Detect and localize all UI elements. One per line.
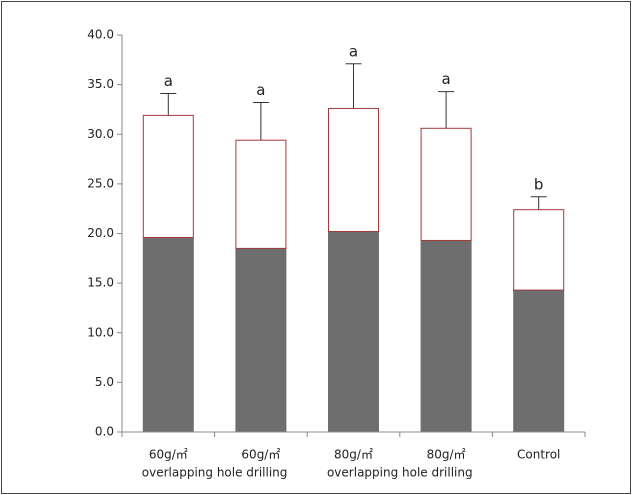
y-tick-label: 5.0: [95, 375, 114, 389]
significance-letter: a: [349, 42, 358, 60]
y-tick-label: 25.0: [87, 176, 114, 190]
bar-segment: [327, 231, 380, 433]
bar-segment: [513, 289, 565, 433]
significance-letter: a: [441, 70, 450, 88]
x-tick-label: 80g/㎡: [334, 448, 373, 462]
x-tick-label: 60g/㎡: [149, 448, 188, 462]
y-tick-label: 20.0: [87, 226, 114, 240]
bar-segment: [420, 127, 472, 241]
bar-segment: [142, 236, 194, 433]
x-tick-label: 60g/㎡: [241, 448, 280, 462]
bar-segment: [420, 239, 472, 433]
x-tick-label: Control: [517, 448, 560, 462]
y-tick-label: 30.0: [87, 127, 114, 141]
bar-segment: [327, 107, 380, 233]
y-tick-label: 40.0: [87, 28, 114, 42]
bar-segment: [235, 139, 287, 249]
group-label: overlapping hole drilling: [142, 466, 288, 480]
group-label: overlapping hole drilling: [327, 466, 473, 480]
y-tick-label: 35.0: [87, 77, 114, 91]
bar-segment: [235, 247, 287, 433]
bar-segment: [513, 209, 565, 291]
x-tick-label: 80g/㎡: [427, 448, 466, 462]
significance-letter: b: [534, 175, 544, 193]
bar-segment: [142, 114, 194, 238]
y-tick-label: 10.0: [87, 325, 114, 339]
significance-letter: a: [164, 72, 173, 90]
y-tick-label: 15.0: [87, 276, 114, 290]
significance-letter: a: [256, 81, 265, 99]
y-tick-label: 0.0: [95, 425, 114, 439]
